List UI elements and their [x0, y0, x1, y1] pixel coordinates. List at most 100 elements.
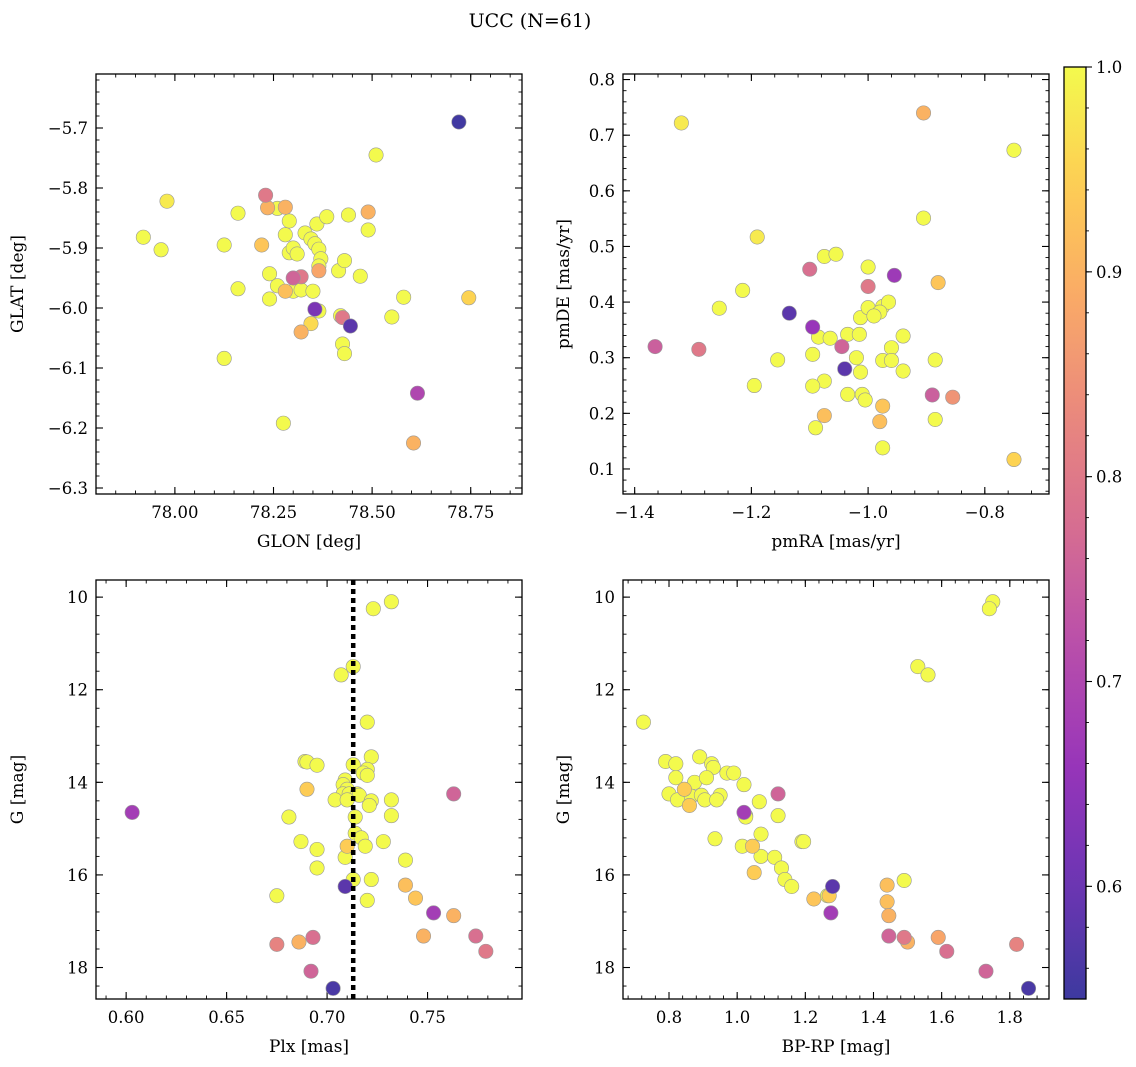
data-point — [895, 328, 911, 344]
data-point — [851, 326, 867, 342]
data-point — [336, 346, 352, 362]
data-point — [342, 318, 358, 334]
data-point — [384, 309, 400, 325]
data-point — [291, 934, 307, 950]
y-tick-label: 0.2 — [589, 404, 615, 423]
data-point — [709, 792, 725, 808]
data-point — [426, 905, 442, 921]
data-point — [360, 204, 376, 220]
data-point — [1006, 452, 1022, 468]
data-point — [981, 601, 997, 617]
data-point — [848, 350, 864, 366]
data-point — [1009, 936, 1025, 952]
x-tick-label: 0.65 — [208, 1008, 245, 1027]
data-point — [828, 246, 844, 262]
y-tick-label: 16 — [594, 866, 615, 885]
data-point — [924, 387, 940, 403]
x-axis-label: BP-RP [mag] — [782, 1037, 891, 1057]
data-point — [978, 963, 994, 979]
panel-1: 78.00 78.25 78.50 78.75 −6.3 −6.2 −6.1 −6.0 −5.9… — [8, 73, 523, 552]
data-point — [886, 267, 902, 283]
data-point — [881, 908, 897, 924]
data-point — [216, 237, 232, 253]
data-point — [124, 804, 140, 820]
data-point — [806, 891, 822, 907]
data-point — [1006, 142, 1022, 158]
data-point — [383, 792, 399, 808]
y-tick-label: −6.1 — [48, 359, 88, 378]
x-tick-label: 1.6 — [929, 1008, 955, 1027]
data-point — [135, 229, 151, 245]
colorbar-tick-label: 0.8 — [1096, 468, 1122, 487]
y-axis-label: G [mag] — [554, 755, 574, 824]
data-point — [781, 305, 797, 321]
data-point — [910, 659, 926, 675]
data-point — [692, 749, 708, 765]
data-point — [277, 227, 293, 243]
data-point — [746, 865, 762, 881]
data-point — [359, 714, 375, 730]
data-point — [916, 210, 932, 226]
data-point — [416, 928, 432, 944]
data-point — [363, 749, 379, 765]
data-point — [293, 324, 309, 340]
data-point — [319, 209, 335, 225]
data-point — [383, 594, 399, 610]
data-point — [879, 877, 895, 893]
data-point — [875, 440, 891, 456]
y-tick-label: −6.2 — [48, 419, 88, 438]
data-point — [299, 781, 315, 797]
data-point — [281, 809, 297, 825]
data-point — [736, 777, 752, 793]
data-point — [361, 797, 377, 813]
data-point — [339, 838, 355, 854]
data-point — [691, 341, 707, 357]
panel-3: 0.60 0.65 0.70 0.75 10 12 14 16 18 Plx [mas] G [ma… — [8, 579, 523, 1057]
data-point — [668, 756, 684, 772]
data-point — [269, 936, 285, 952]
colorbar-gradient — [1063, 66, 1087, 1000]
axes-frame — [95, 579, 523, 1000]
data-point — [930, 929, 946, 945]
data-point — [368, 147, 384, 163]
data-point — [293, 834, 309, 850]
data-point — [840, 386, 856, 402]
data-point — [325, 980, 341, 996]
data-point — [927, 352, 943, 368]
data-point — [681, 797, 697, 813]
data-points — [124, 594, 494, 996]
data-point — [872, 414, 888, 430]
data-point — [825, 878, 841, 894]
data-point — [853, 364, 869, 380]
data-point — [945, 389, 961, 405]
x-tick-label: 1.4 — [860, 1008, 886, 1027]
data-point — [309, 860, 325, 876]
data-point — [365, 601, 381, 617]
y-tick-label: 14 — [594, 773, 615, 792]
axes-frame — [622, 579, 1050, 1000]
data-point — [336, 253, 352, 269]
data-point — [230, 205, 246, 221]
x-tick-label: 1.0 — [724, 1008, 750, 1027]
colorbar: 0.6 0.7 0.8 0.9 1.0 — [1063, 58, 1122, 1000]
data-point — [711, 300, 727, 316]
data-point — [883, 352, 899, 368]
x-tick-label: 78.00 — [151, 503, 198, 522]
y-tick-label: 0.8 — [589, 71, 615, 90]
data-point — [770, 808, 786, 824]
x-tick-label: −0.8 — [965, 503, 1005, 522]
y-tick-label: 16 — [67, 866, 88, 885]
data-points — [135, 114, 477, 451]
x-tick-label: −1.4 — [615, 503, 655, 522]
data-point — [698, 770, 714, 786]
y-axis-label: G [mag] — [8, 755, 28, 824]
data-point — [305, 283, 321, 299]
data-point — [262, 291, 278, 307]
data-point — [281, 213, 297, 229]
data-point — [805, 378, 821, 394]
x-tick-label: 0.60 — [108, 1008, 145, 1027]
data-point — [770, 352, 786, 368]
data-point — [881, 294, 897, 310]
data-point — [802, 261, 818, 277]
